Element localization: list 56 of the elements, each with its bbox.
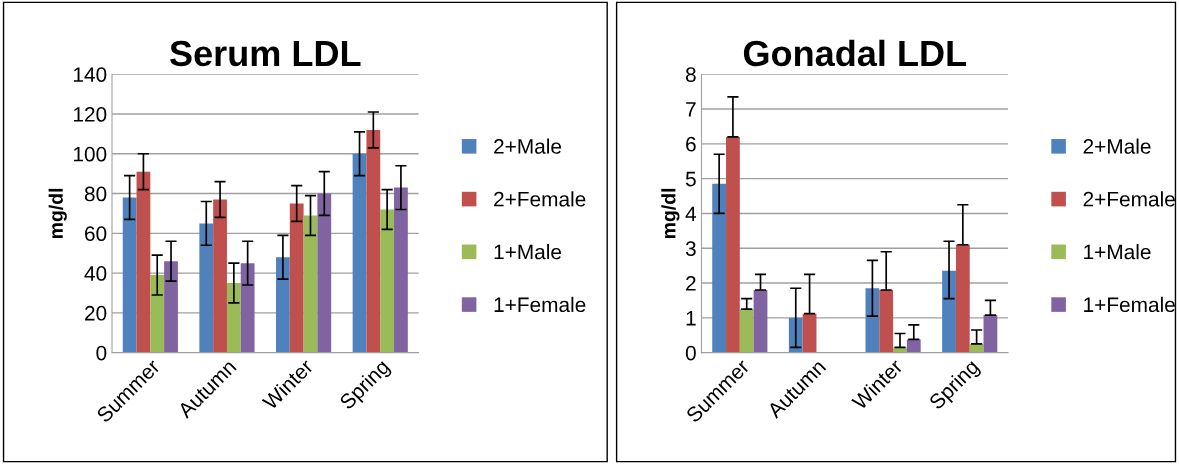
bar [942,270,956,353]
y-tick-label: 20 [85,305,107,321]
bar [150,275,165,353]
y-tick-label: 80 [84,186,107,202]
legend-label: 2+Male [494,138,562,154]
bar [865,288,880,353]
bar [983,315,998,353]
legend-label: 1+Male [1084,244,1151,260]
bar [289,203,304,353]
bar [122,197,137,353]
bar [712,183,727,353]
bar [276,257,290,353]
bar [739,309,754,353]
legend-label: 2+Female [494,191,586,207]
bar [879,290,894,353]
bar [352,153,367,353]
y-tick-label: 40 [84,266,107,281]
y-tick-label: 6 [686,136,696,152]
chart-title: Gonadal LDL [743,39,967,67]
bar [394,187,408,353]
y-tick-label: 4 [685,206,697,221]
y-tick-label: 140 [73,67,107,82]
legend-label: 1+Female [494,296,586,313]
y-axis-title: mg/dl [661,188,680,239]
legend-label: 2+Male [1083,138,1151,154]
y-tick-label: 2 [686,276,696,291]
bar [199,223,214,353]
bar [213,199,227,353]
bar [240,263,255,353]
legend-label: 2+Female [1083,191,1175,207]
legend-label: 1+Male [494,244,562,260]
bar [317,193,332,353]
y-tick-label: 0 [685,345,696,361]
bar [726,136,740,353]
bar [753,290,768,353]
bar [906,339,921,353]
bar [136,171,151,353]
bar [366,129,381,353]
y-tick-label: 0 [96,345,107,361]
bar [802,313,817,353]
y-tick-label: 7 [686,102,696,117]
y-tick-label: 100 [73,146,107,162]
y-tick-label: 60 [85,226,107,242]
bar [955,244,970,353]
bar [164,261,178,353]
y-tick-label: 120 [73,107,107,122]
y-tick-label: 3 [685,241,696,256]
bar [226,283,241,353]
y-tick-label: 1 [686,311,696,326]
chart-title: Serum LDL [170,40,361,67]
bar [380,209,395,353]
y-tick-label: 5 [685,171,696,187]
bar [303,215,318,353]
y-tick-label: 8 [685,67,696,82]
y-axis-title: mg/dl [48,188,67,239]
legend-label: 1+Female [1084,296,1175,313]
